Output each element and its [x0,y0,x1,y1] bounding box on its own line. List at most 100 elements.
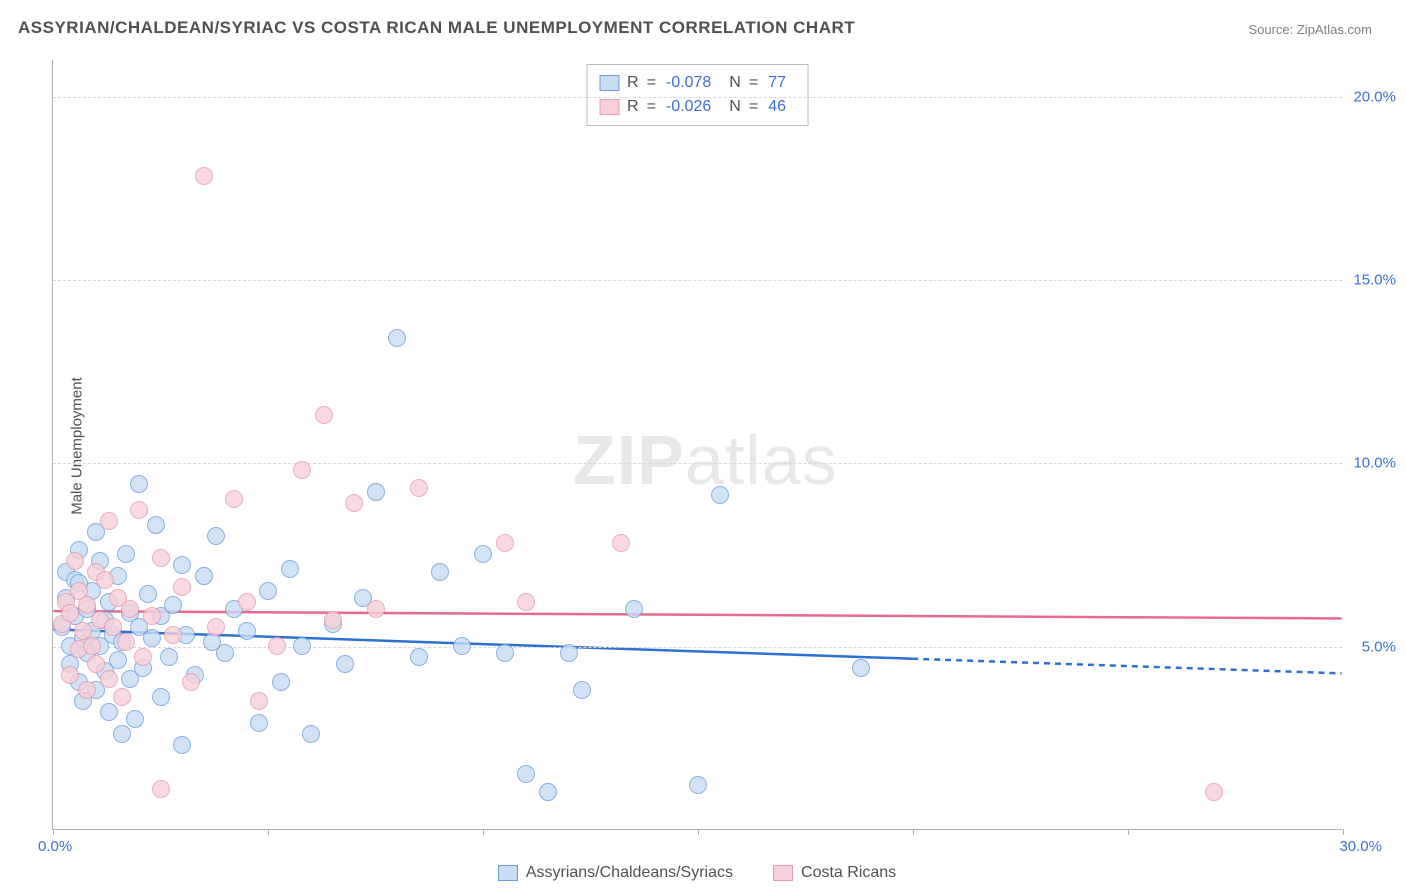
x-axis-max-label: 30.0% [1339,838,1382,855]
trend-lines-svg [53,60,1342,829]
scatter-point [160,648,178,666]
x-tick [913,829,914,835]
scatter-point [207,527,225,545]
scatter-point [66,552,84,570]
scatter-point [496,644,514,662]
scatter-point [134,648,152,666]
scatter-point [272,673,290,691]
equals-1b: = [749,71,758,95]
legend-swatch-2 [773,865,793,881]
x-axis-origin-label: 0.0% [38,838,72,855]
gridline-h [53,280,1342,281]
legend-item-2: Costa Ricans [773,864,896,882]
equals-2a: = [647,95,656,119]
scatter-point [431,563,449,581]
scatter-point [453,637,471,655]
source-label: Source: [1248,22,1296,37]
n-value-2: 46 [768,95,786,119]
chart-plot-area: ZIPatlas R = -0.078 N = 77 R = -0.026 N … [52,60,1342,830]
scatter-point [139,585,157,603]
scatter-point [238,622,256,640]
scatter-point [345,494,363,512]
scatter-point [517,593,535,611]
r-label-2: R [627,95,639,119]
scatter-point [173,736,191,754]
scatter-point [61,604,79,622]
scatter-point [164,626,182,644]
scatter-point [560,644,578,662]
scatter-point [130,475,148,493]
watermark: ZIPatlas [573,420,838,500]
scatter-point [121,600,139,618]
x-tick [268,829,269,835]
scatter-point [410,479,428,497]
scatter-point [147,516,165,534]
x-tick [53,829,54,835]
scatter-point [173,578,191,596]
x-tick [483,829,484,835]
scatter-point [268,637,286,655]
n-value-1: 77 [768,71,786,95]
scatter-point [104,618,122,636]
scatter-point [152,780,170,798]
scatter-point [259,582,277,600]
scatter-point [250,714,268,732]
source-attribution: Source: ZipAtlas.com [1248,22,1372,37]
watermark-light: atlas [685,421,838,499]
n-label-1: N [729,71,741,95]
scatter-point [302,725,320,743]
swatch-series-1 [599,75,619,91]
scatter-point [238,593,256,611]
r-value-1: -0.078 [666,71,711,95]
y-tick-label: 15.0% [1353,272,1396,289]
scatter-point [517,765,535,783]
scatter-point [143,629,161,647]
scatter-point [100,703,118,721]
watermark-bold: ZIP [573,421,685,499]
gridline-h [53,97,1342,98]
scatter-point [117,633,135,651]
scatter-point [250,692,268,710]
x-tick [698,829,699,835]
scatter-point [143,607,161,625]
scatter-point [96,571,114,589]
legend-swatch-1 [498,865,518,881]
scatter-point [336,655,354,673]
legend-label-1: Assyrians/Chaldeans/Syriacs [526,864,733,882]
scatter-point [539,783,557,801]
source-name: ZipAtlas.com [1297,22,1372,37]
scatter-point [113,688,131,706]
gridline-h [53,647,1342,648]
n-label-2: N [729,95,741,119]
scatter-point [216,644,234,662]
gridline-h [53,463,1342,464]
scatter-point [625,600,643,618]
scatter-point [152,549,170,567]
series-legend: Assyrians/Chaldeans/Syriacs Costa Ricans [52,864,1342,882]
correlation-row-1: R = -0.078 N = 77 [599,71,796,95]
equals-1a: = [647,71,656,95]
scatter-point [113,725,131,743]
y-tick-label: 20.0% [1353,88,1396,105]
equals-2b: = [749,95,758,119]
scatter-point [388,329,406,347]
scatter-point [281,560,299,578]
chart-title: ASSYRIAN/CHALDEAN/SYRIAC VS COSTA RICAN … [18,18,855,38]
y-tick-label: 10.0% [1353,455,1396,472]
scatter-point [78,596,96,614]
y-tick-label: 5.0% [1362,638,1396,655]
scatter-point [207,618,225,636]
scatter-point [195,167,213,185]
scatter-point [711,486,729,504]
scatter-point [689,776,707,794]
scatter-point [87,655,105,673]
scatter-point [1205,783,1223,801]
scatter-point [130,501,148,519]
scatter-point [474,545,492,563]
scatter-point [173,556,191,574]
scatter-point [117,545,135,563]
scatter-point [315,406,333,424]
correlation-row-2: R = -0.026 N = 46 [599,95,796,119]
scatter-point [126,710,144,728]
legend-item-1: Assyrians/Chaldeans/Syriacs [498,864,733,882]
